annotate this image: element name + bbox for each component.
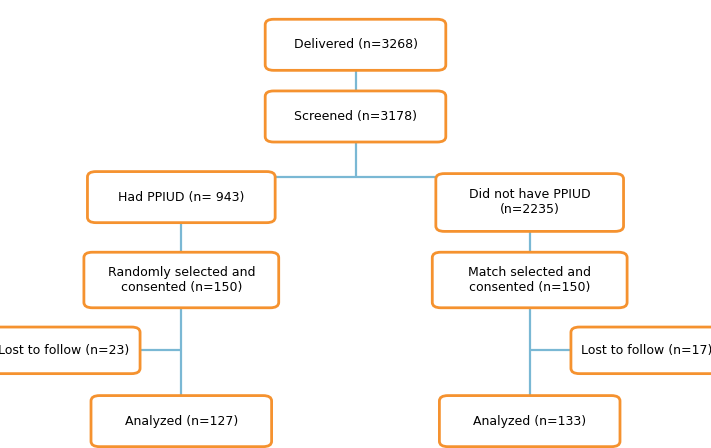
FancyBboxPatch shape	[436, 173, 624, 231]
FancyBboxPatch shape	[87, 172, 275, 223]
FancyBboxPatch shape	[84, 252, 279, 308]
FancyBboxPatch shape	[571, 327, 711, 374]
FancyBboxPatch shape	[432, 252, 627, 308]
FancyBboxPatch shape	[439, 396, 620, 447]
Text: Had PPIUD (n= 943): Had PPIUD (n= 943)	[118, 190, 245, 204]
Text: Randomly selected and
consented (n=150): Randomly selected and consented (n=150)	[107, 266, 255, 294]
Text: Did not have PPIUD
(n=2235): Did not have PPIUD (n=2235)	[469, 189, 591, 216]
FancyBboxPatch shape	[0, 327, 140, 374]
Text: Analyzed (n=133): Analyzed (n=133)	[473, 414, 587, 428]
Text: Lost to follow (n=17): Lost to follow (n=17)	[582, 344, 711, 357]
Text: Lost to follow (n=23): Lost to follow (n=23)	[0, 344, 129, 357]
Text: Screened (n=3178): Screened (n=3178)	[294, 110, 417, 123]
Text: Match selected and
consented (n=150): Match selected and consented (n=150)	[469, 266, 591, 294]
FancyBboxPatch shape	[91, 396, 272, 447]
FancyBboxPatch shape	[265, 91, 446, 142]
FancyBboxPatch shape	[265, 19, 446, 70]
Text: Delivered (n=3268): Delivered (n=3268)	[294, 38, 417, 52]
Text: Analyzed (n=127): Analyzed (n=127)	[124, 414, 238, 428]
